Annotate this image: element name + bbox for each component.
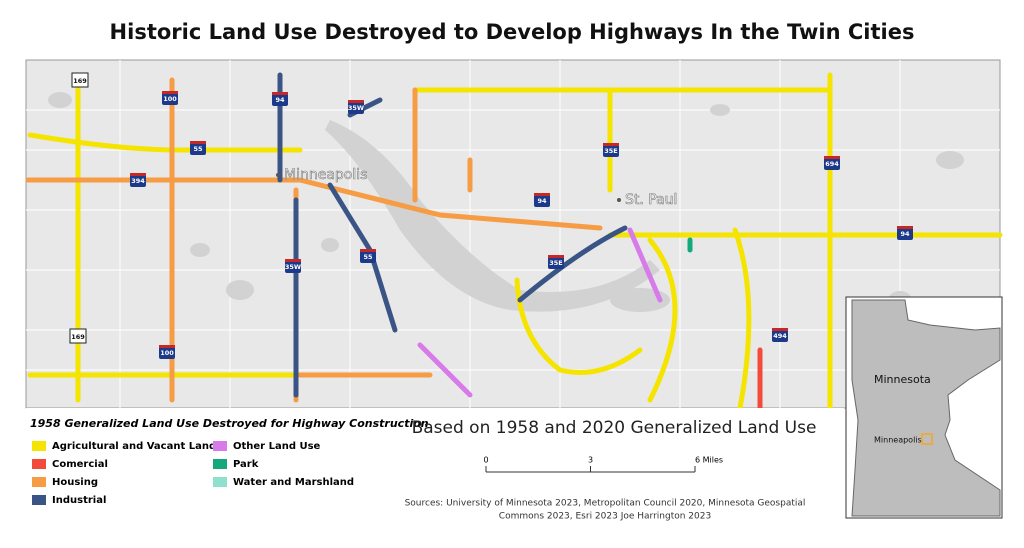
highways [25, 72, 1003, 411]
shield-label: 55 [363, 253, 373, 261]
shield-label: 55 [193, 145, 203, 153]
shield [162, 91, 178, 105]
shield-top [159, 345, 175, 348]
highway [732, 227, 752, 411]
legend-label: Park [233, 459, 259, 470]
shield-top [360, 249, 376, 252]
shield-label: 169 [73, 77, 87, 85]
sources: Commons 2023, Esri 2023 Joe Harrington 2… [499, 512, 711, 522]
shield-label: 94 [537, 197, 547, 205]
highway [627, 227, 663, 303]
city-dot [276, 173, 280, 177]
shield [772, 328, 788, 342]
legend-swatch [32, 477, 46, 487]
shield [548, 255, 564, 269]
shield-label: 100 [160, 349, 174, 357]
state-shape [851, 299, 1001, 517]
shield-top [897, 226, 913, 229]
shield-top [162, 91, 178, 94]
legend-swatch [32, 459, 46, 469]
shield [534, 193, 550, 207]
shield-label: 694 [825, 160, 839, 168]
title: Historic Land Use Destroyed to Develop H… [110, 20, 915, 44]
legend-label: Other Land Use [233, 441, 321, 452]
shield-label: 35W [285, 263, 301, 271]
city-label: Minneapolis [284, 167, 367, 183]
sources: Sources: University of Minnesota 2023, M… [405, 499, 806, 509]
city-dot [617, 198, 621, 202]
shield-label: 394 [131, 177, 145, 185]
scale-label: 6 Miles [695, 456, 723, 465]
inset-locator [921, 433, 933, 445]
shield [824, 156, 840, 170]
scale-label: 0 [483, 456, 488, 465]
shield [348, 100, 364, 114]
subtitle: Based on 1958 and 2020 Generalized Land … [412, 418, 817, 438]
shield-top [534, 193, 550, 196]
city-label: St. Paul [625, 192, 677, 208]
scale-bar: 0 3 6 Miles [483, 456, 723, 473]
legend-swatch [213, 477, 227, 487]
shield [272, 92, 288, 106]
legend-swatch [32, 441, 46, 451]
shield [897, 226, 913, 240]
legend-label: Water and Marshland [233, 477, 354, 488]
legend: Agricultural and Vacant Land Comercial Hou… [32, 441, 354, 506]
highway [417, 342, 473, 398]
shield-top [772, 328, 788, 331]
shield-label: 35E [604, 147, 618, 155]
shield-label: 494 [773, 332, 787, 340]
shield-top [824, 156, 840, 159]
shield-label: 94 [900, 230, 910, 238]
shield-label: 169 [71, 333, 85, 341]
shield-top [603, 143, 619, 146]
shield [130, 173, 146, 187]
shield [159, 345, 175, 359]
shields: 169 100 94 35W 55 394 35E 694 94 35W 55 35E 169 100 49… [69, 72, 913, 359]
shield-top [548, 255, 564, 258]
shield-top [130, 173, 146, 176]
shield [603, 143, 619, 157]
shield-label: 100 [163, 95, 177, 103]
shield-label: 35W [348, 104, 364, 112]
legend-label: Housing [52, 477, 98, 488]
legend-label: Agricultural and Vacant Land [52, 441, 216, 452]
scale-label: 3 [588, 456, 593, 465]
legend-area [26, 408, 844, 538]
shield [360, 249, 376, 263]
shield [190, 141, 206, 155]
legend-label: Industrial [52, 495, 106, 506]
legend-label: Comercial [52, 459, 108, 470]
shield-top [272, 92, 288, 95]
shield-top [285, 259, 301, 262]
shield-label: 94 [275, 96, 285, 104]
legend-title: 1958 Generalized Land Use Destroyed for … [30, 417, 429, 430]
highway [25, 177, 603, 231]
highway [647, 237, 678, 403]
inset-state: Minnesota [874, 373, 931, 386]
highway [517, 225, 628, 303]
shield-label: 35E [549, 259, 563, 267]
legend-swatch [32, 495, 46, 505]
shield [71, 72, 89, 88]
shield-top [190, 141, 206, 144]
legend-swatch [213, 441, 227, 451]
shield [285, 259, 301, 273]
shield [69, 328, 87, 344]
legend-swatch [213, 459, 227, 469]
highway [514, 277, 643, 375]
inset-city: Minneapolis [874, 436, 922, 445]
shield-top [348, 100, 364, 103]
